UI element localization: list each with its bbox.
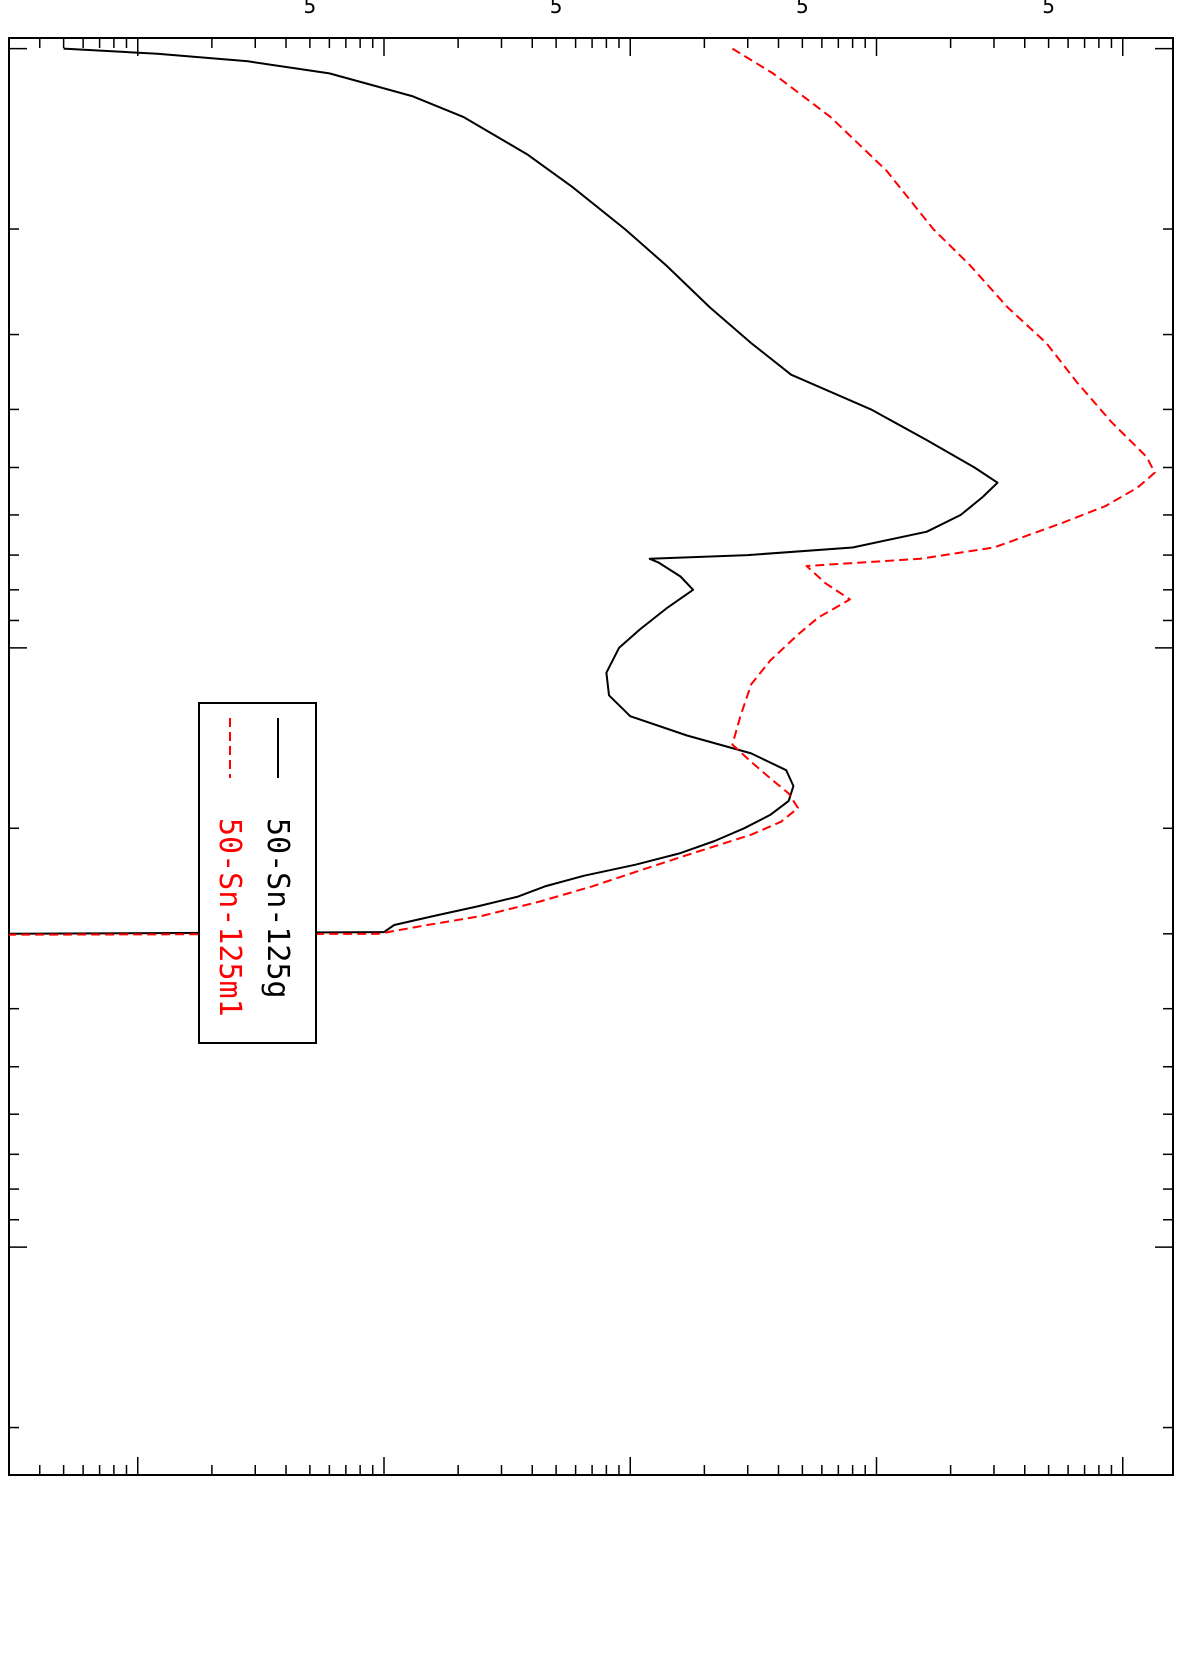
tick-labels-layer: 10010110224682468210-710-610-510-410-355… [304,0,1055,18]
y-minor-tick-label: 5 [304,0,317,18]
legend: 50-Sn-125g 50-Sn-125m1 [198,702,317,1044]
legend-label-1: 50-Sn-125m1 [212,818,247,1017]
series-line-1 [8,47,1156,936]
plot-frame [8,37,1174,1476]
series-line-0 [8,47,999,935]
legend-box [198,702,317,1044]
rotated-plot-group: 10010110224682468210-710-610-510-410-355… [8,0,1174,1476]
y-minor-tick-label: 5 [550,0,563,18]
y-minor-tick-label: 5 [1042,0,1055,18]
plot-layer [8,37,1174,1476]
series-lines-layer [8,47,1156,936]
y-minor-tick-label: 5 [796,0,809,18]
ticks-layer [8,38,1173,1475]
legend-label-0: 50-Sn-125g [260,818,295,999]
